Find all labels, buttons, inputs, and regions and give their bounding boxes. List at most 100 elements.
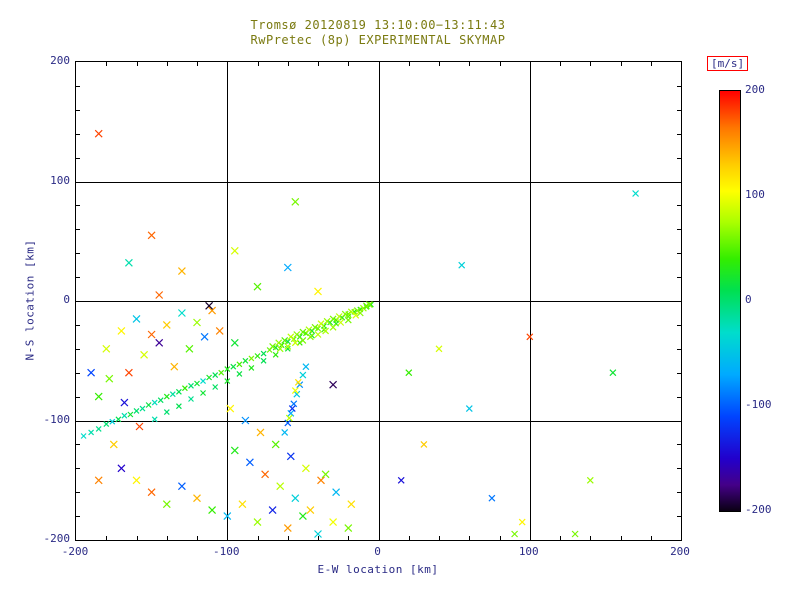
colorbar-tick-label: 0 <box>745 293 752 306</box>
data-point-marker <box>177 309 186 317</box>
data-point-marker <box>194 380 200 387</box>
data-point-marker <box>284 419 292 427</box>
data-point-marker <box>212 372 219 379</box>
y-tick-label: 200 <box>50 54 70 67</box>
data-point-marker <box>169 391 176 398</box>
data-point-marker <box>157 397 164 404</box>
data-point-marker <box>341 310 349 318</box>
data-point-marker <box>632 190 640 197</box>
data-point-marker <box>283 263 292 272</box>
data-point-marker <box>314 331 322 338</box>
data-point-marker <box>526 333 534 341</box>
x-axis-label: E-W location [km] <box>317 563 439 576</box>
data-point-marker <box>127 411 134 418</box>
title-line-2: RwPretec (8p) EXPERIMENTAL SKYMAP <box>250 33 506 47</box>
data-point-marker <box>124 368 133 377</box>
title-line-1: Tromsø 20120819 13:10:00−13:11:43 <box>250 18 506 32</box>
data-point-marker <box>284 345 291 352</box>
data-point-marker <box>115 416 122 423</box>
colorbar <box>719 90 741 512</box>
data-point-marker <box>80 433 87 439</box>
data-point-marker <box>284 342 292 350</box>
data-point-marker <box>162 320 171 329</box>
data-point-marker <box>293 331 301 338</box>
data-point-marker <box>335 313 343 320</box>
scatter-group-scattered-left <box>87 301 356 538</box>
data-point-marker <box>518 518 526 526</box>
data-point-marker <box>185 344 194 353</box>
data-point-marker <box>272 351 279 358</box>
data-point-marker <box>208 506 217 515</box>
data-point-marker <box>276 482 285 491</box>
data-point-marker <box>317 320 325 328</box>
data-point-marker <box>283 524 292 533</box>
plot-area <box>75 61 682 541</box>
data-point-marker <box>290 400 298 408</box>
data-point-marker <box>238 500 247 509</box>
data-point-marker <box>323 317 331 325</box>
data-point-marker <box>291 494 300 503</box>
data-point-marker <box>147 330 156 339</box>
data-point-marker <box>155 338 164 347</box>
data-point-marker <box>242 357 249 364</box>
data-point-marker <box>397 476 405 484</box>
data-point-marker <box>124 258 133 267</box>
colorbar-tick-label: -200 <box>745 503 772 516</box>
data-point-marker <box>276 345 284 353</box>
data-point-marker <box>317 476 325 485</box>
data-point-marker <box>315 325 321 332</box>
data-point-marker <box>281 336 289 344</box>
data-point-marker <box>291 339 299 347</box>
x-tick-label: 100 <box>518 545 539 558</box>
data-point-marker <box>254 353 261 359</box>
y-tick-label: -200 <box>43 532 71 545</box>
x-tick-label: -100 <box>213 545 240 558</box>
data-point-marker <box>329 315 337 323</box>
data-point-marker <box>511 530 519 538</box>
data-point-marker <box>135 422 144 431</box>
data-point-marker <box>223 512 232 521</box>
data-point-marker <box>329 518 338 527</box>
data-point-marker <box>205 301 214 310</box>
data-point-marker <box>230 363 237 370</box>
data-point-marker <box>269 342 277 350</box>
data-point-marker <box>212 384 219 390</box>
data-point-marker <box>145 402 152 408</box>
data-point-marker <box>87 368 96 377</box>
data-point-marker <box>151 416 158 423</box>
data-point-marker <box>314 530 322 538</box>
data-point-marker <box>230 246 239 255</box>
data-point-marker <box>230 338 239 347</box>
data-point-marker <box>193 318 201 327</box>
colorbar-tick-label: -100 <box>745 398 772 411</box>
data-point-marker <box>248 355 255 362</box>
data-point-marker <box>133 407 140 414</box>
data-point-marker <box>132 314 141 323</box>
data-point-marker <box>465 405 473 413</box>
data-point-marker <box>261 470 270 479</box>
data-point-marker <box>175 388 182 395</box>
data-point-marker <box>337 319 345 326</box>
data-point-marker <box>188 396 194 402</box>
data-point-marker <box>306 506 315 515</box>
data-point-marker <box>218 369 225 376</box>
data-point-marker <box>420 440 428 448</box>
data-point-marker <box>322 327 330 335</box>
data-point-marker <box>188 382 194 389</box>
data-point-marker <box>291 387 299 395</box>
data-point-marker <box>105 374 114 383</box>
data-point-marker <box>260 350 267 357</box>
data-point-marker <box>586 476 594 484</box>
data-point-marker <box>140 350 149 359</box>
data-point-marker <box>241 416 250 425</box>
data-point-marker <box>571 530 579 538</box>
data-point-marker <box>132 476 141 485</box>
data-point-marker <box>206 374 213 381</box>
data-point-marker <box>256 428 265 437</box>
data-point-marker <box>329 323 337 331</box>
data-point-marker <box>305 326 313 334</box>
data-point-marker <box>458 261 466 269</box>
data-point-marker <box>301 464 310 473</box>
data-point-marker <box>200 390 207 396</box>
data-point-marker <box>347 500 356 509</box>
